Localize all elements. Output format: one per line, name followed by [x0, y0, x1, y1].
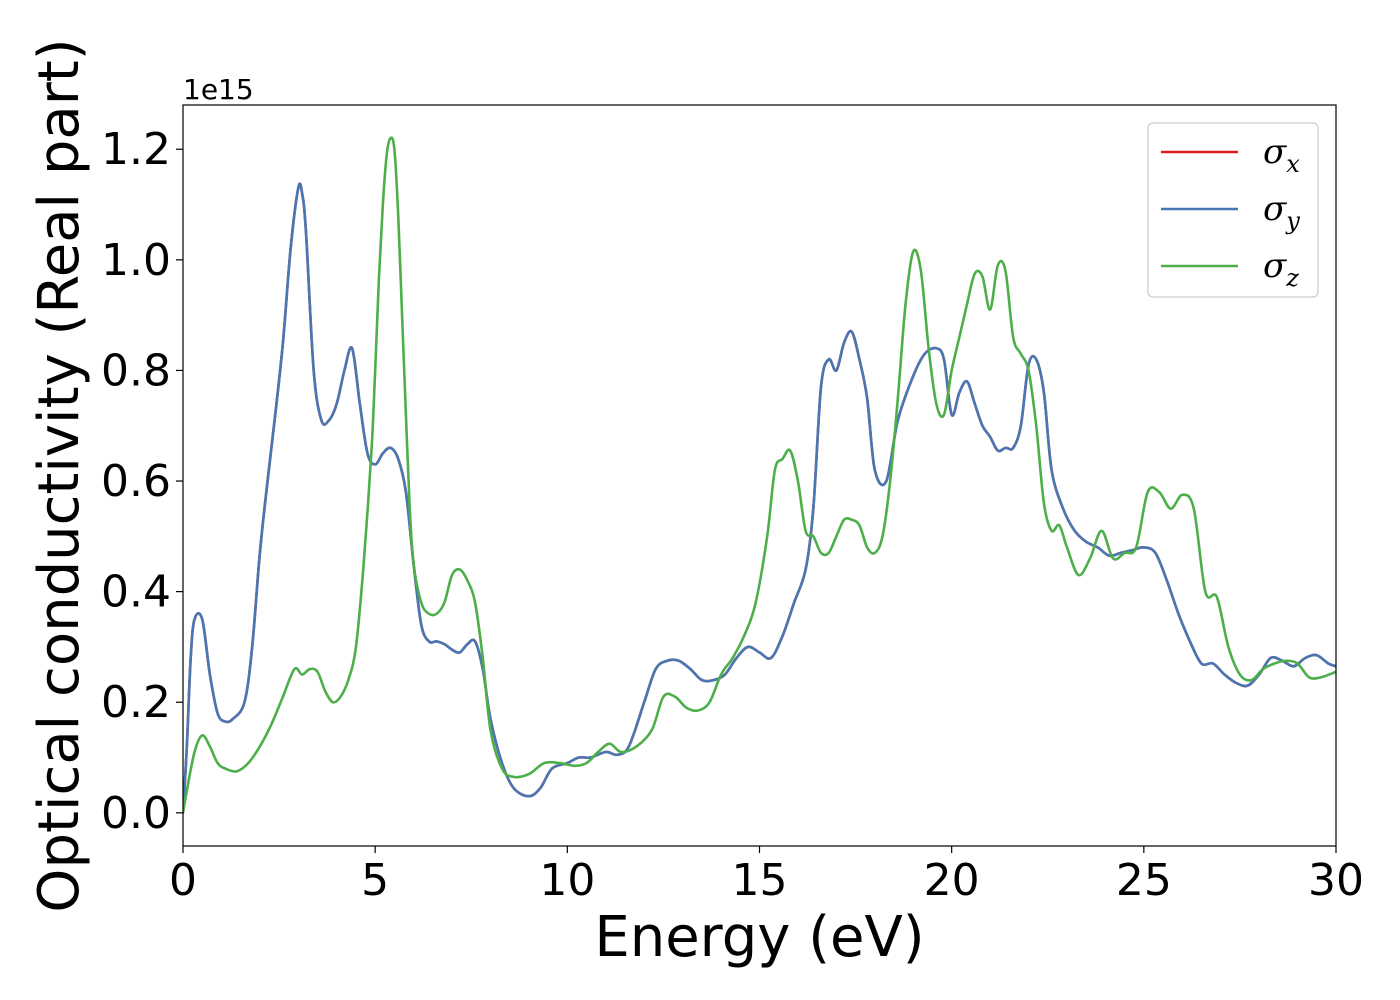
legend-label-x: σx — [1263, 132, 1300, 178]
y-tick-label: 1.0 — [101, 235, 171, 286]
y-tick-label: 0.2 — [101, 677, 171, 728]
y-tick-label: 0.4 — [101, 567, 171, 618]
y-tick-label: 0.6 — [101, 456, 171, 507]
series-line-z — [183, 136, 1336, 815]
y-axis-ticks: 0.0 0.2 0.4 0.6 0.8 1.0 1.2 — [101, 124, 183, 839]
x-axis-ticks: 0 5 10 15 20 25 30 — [169, 846, 1364, 906]
y-tick-label: 1.2 — [101, 124, 171, 175]
x-tick-label: 0 — [169, 855, 197, 906]
legend-label-y: σy — [1263, 189, 1300, 235]
x-tick-label: 20 — [924, 855, 980, 906]
x-tick-label: 30 — [1308, 855, 1364, 906]
y-axis-title: Optical conductivity (Real part) — [27, 38, 92, 912]
plot-area — [182, 104, 1337, 847]
series-group — [183, 136, 1336, 815]
x-axis-title: Energy (eV) — [594, 905, 924, 970]
x-tick-label: 10 — [539, 855, 595, 906]
legend: σx σy σz — [1147, 122, 1319, 298]
x-tick-label: 25 — [1116, 855, 1172, 906]
x-tick-label: 15 — [732, 855, 788, 906]
x-tick-label: 5 — [361, 855, 389, 906]
y-tick-label: 0.8 — [101, 345, 171, 396]
legend-label-z: σz — [1263, 246, 1299, 292]
y-offset-label: 1e15 — [183, 73, 254, 106]
y-tick-label: 0.0 — [101, 788, 171, 839]
